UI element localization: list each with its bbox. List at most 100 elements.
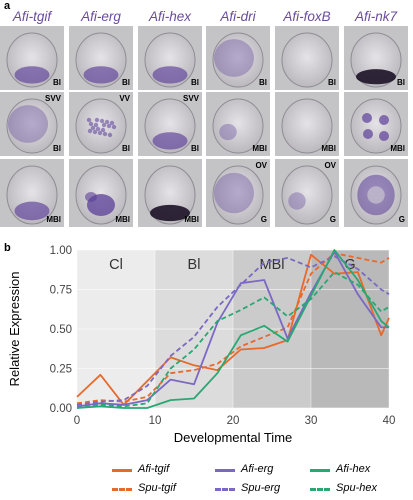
embryo-outline	[212, 98, 264, 154]
embryo-drawing	[344, 159, 408, 227]
embryo-outline	[212, 32, 264, 88]
legend-label: Afi-erg	[241, 463, 274, 475]
embryo-drawing	[344, 92, 408, 156]
y-tick-label: 1.00	[50, 245, 72, 257]
stain	[102, 131, 108, 137]
stain	[150, 204, 190, 222]
stage-label: Bl	[191, 78, 199, 87]
series-line	[76, 252, 390, 405]
stain	[14, 66, 50, 84]
stain	[93, 122, 99, 128]
legend-swatch	[112, 469, 132, 472]
embryo-drawing	[69, 26, 133, 90]
stain	[95, 126, 101, 132]
legend-swatch	[310, 488, 330, 491]
legend-label: Afi-hex	[336, 463, 371, 475]
x-axis-label: Developmental Time	[174, 430, 293, 445]
embryo-drawing	[0, 159, 64, 227]
embryo-outline	[75, 98, 127, 154]
stage-label: G	[329, 215, 336, 224]
legend-swatch	[215, 469, 235, 472]
y-tick-label: 0.25	[50, 364, 72, 376]
view-label: VV	[119, 94, 130, 103]
stage-label: MBl	[260, 257, 285, 273]
embryo-drawing	[69, 92, 133, 156]
embryo-drawing	[206, 26, 270, 90]
column-header: Afi-nk7	[354, 9, 398, 24]
stain	[90, 125, 96, 131]
column-header: Afi-foxB	[283, 9, 331, 24]
stain	[109, 120, 115, 126]
stain	[104, 119, 110, 125]
legend-swatch	[215, 488, 235, 491]
column-header: Afi-hex	[148, 9, 192, 24]
series-line	[76, 255, 390, 406]
stain	[88, 121, 94, 127]
stage-label: Bl	[259, 78, 267, 87]
stain	[288, 192, 306, 210]
stain	[8, 105, 48, 143]
stain	[99, 118, 105, 124]
stain	[101, 122, 107, 128]
embryo-drawing	[138, 26, 202, 90]
stage-label: Bl	[397, 78, 405, 87]
y-tick-label: 0.00	[50, 403, 72, 415]
embryo-outline	[212, 165, 264, 225]
embryo-image: Bl VV	[69, 92, 133, 156]
series-line	[76, 271, 390, 409]
embryo-image: Bl SVV	[0, 92, 64, 156]
embryo-drawing	[138, 92, 202, 156]
column-header: Afi-erg	[81, 9, 121, 24]
stain	[363, 129, 373, 139]
embryo-image: Bl SVV	[138, 92, 202, 156]
stage-label: MBl	[252, 144, 267, 153]
stage-label: G	[398, 215, 405, 224]
stain	[94, 117, 100, 123]
embryo-image: MBl	[0, 159, 64, 227]
stage-label: G	[260, 215, 267, 224]
embryo-image: MBl	[344, 92, 408, 156]
stage-label: Bl	[53, 144, 61, 153]
stain	[14, 201, 50, 221]
stain	[379, 131, 389, 141]
embryo-image: Bl	[275, 26, 339, 90]
embryo-image: Bl	[138, 26, 202, 90]
series-line	[76, 249, 390, 409]
embryo-drawing	[138, 159, 202, 227]
embryo-drawing	[275, 26, 339, 90]
view-label: SVV	[44, 94, 61, 103]
stain	[92, 129, 98, 135]
embryo-outline	[6, 98, 58, 154]
stage-label: Bl	[122, 144, 130, 153]
series-line	[76, 253, 390, 406]
embryo-image: Bl	[206, 26, 270, 90]
panel-a-letter: a	[4, 0, 11, 12]
embryo-image: Bl	[69, 26, 133, 90]
stage-label: MBl	[184, 215, 199, 224]
x-tick-label: 0	[74, 415, 80, 427]
stain	[83, 66, 119, 84]
view-label: OV	[255, 161, 267, 170]
stage-label: Bl	[53, 78, 61, 87]
embryo-image: G	[344, 159, 408, 227]
y-tick-label: 0.75	[50, 285, 72, 297]
column-header: Afi-tgif	[12, 9, 52, 24]
embryo-image: G OV	[206, 159, 270, 227]
stain	[367, 186, 385, 204]
stage-label: Cl	[109, 257, 123, 273]
stage-label: MBl	[115, 215, 130, 224]
embryo-image: Bl	[344, 26, 408, 90]
expression-chart: Cl Bl MBl G0.000.250.500.751.000 10 20 30 40Dev…	[7, 245, 395, 445]
stain	[87, 128, 93, 134]
stage-label: MBl	[321, 144, 336, 153]
embryo-drawing	[0, 26, 64, 90]
stain	[362, 113, 372, 123]
embryo-image: MBl	[69, 159, 133, 227]
embryo-drawing	[275, 92, 339, 156]
stain	[107, 132, 113, 138]
stage-label: Bl	[122, 78, 130, 87]
embryo-drawing	[344, 26, 408, 90]
view-label: OV	[324, 161, 336, 170]
panel-b-letter: b	[4, 242, 11, 254]
embryo-image: Bl	[0, 26, 64, 90]
